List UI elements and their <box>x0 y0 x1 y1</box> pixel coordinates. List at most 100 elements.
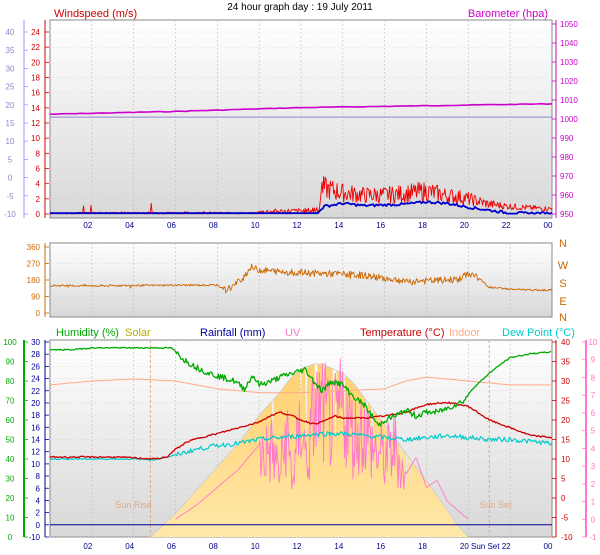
baro-line <box>50 102 553 115</box>
average-wind-line <box>50 200 553 215</box>
panel-1-x-tick: 22 <box>502 221 511 230</box>
panel-3-rain-tick: 18 <box>31 411 40 420</box>
panel-3-uv-tick: 10 <box>589 338 598 347</box>
panel-3-x-tick: 12 <box>293 542 302 551</box>
panel-3-temp-tick: 5 <box>561 475 566 484</box>
panel-1-outer-tick: 5 <box>8 155 13 164</box>
panel-3-x-tick: Sun Set <box>471 542 500 551</box>
panel-3-humidity-tick: 10 <box>6 514 15 523</box>
panel-3-rain-tick: 12 <box>31 448 40 457</box>
panel-1-x-tick: 16 <box>376 221 385 230</box>
panel-3-rain-tick: 2 <box>36 509 41 518</box>
panel-1-x-tick: 04 <box>125 221 134 230</box>
panel-3-rain-tick: 30 <box>31 338 40 347</box>
panel-3-rain-tick: 10 <box>31 460 40 469</box>
panel-1-wind-tick: 4 <box>36 180 41 189</box>
panel-3-humidity-tick: 70 <box>6 397 15 406</box>
panel-1-wind-tick: 8 <box>36 149 41 158</box>
panel-3-legend-item: Humidity (%) <box>56 327 119 339</box>
panel-1-outer-tick: 40 <box>6 28 15 37</box>
panel-3-rain-tick: -10 <box>28 533 40 542</box>
panel-1-baro-tick: 1040 <box>560 39 578 48</box>
indoor-line <box>49 376 552 394</box>
panel-2-dir-tick: 270 <box>27 260 41 269</box>
panel-3-legend-item: Solar <box>125 327 151 339</box>
humidity-line <box>49 346 552 427</box>
panel-1-outer-tick: 30 <box>6 64 15 73</box>
panel-3-rain-tick: 24 <box>31 375 40 384</box>
panel-3-temp-tick: -10 <box>561 533 573 542</box>
panel-3-uv-tick: 4 <box>591 444 596 453</box>
panel-3-x-tick: 02 <box>83 542 92 551</box>
panel-3-humidity-tick: 40 <box>6 455 15 464</box>
sunset-label: Sun Set <box>480 500 513 510</box>
panel-1-x-tick: 06 <box>167 221 176 230</box>
panel-1-wind-tick: 6 <box>36 165 41 174</box>
sunrise-label: Sun Rise <box>115 500 152 510</box>
panel-1-wind-tick: 12 <box>31 119 40 128</box>
panel-2-dir-tick: 360 <box>27 243 41 252</box>
panel-1-outer-tick: 25 <box>6 83 15 92</box>
panel-1-x-tick: 20 <box>460 221 469 230</box>
panel-3-humidity-tick: 100 <box>3 338 17 347</box>
panel-3-rain-tick: 22 <box>31 387 40 396</box>
panel-1-outer-tick: 15 <box>6 119 15 128</box>
panel-1-x-tick: 12 <box>293 221 302 230</box>
panel-3-legend-item: UV <box>285 327 301 339</box>
panel-3-humidity-tick: 50 <box>6 436 15 445</box>
panel-3-humidity-tick: 20 <box>6 494 15 503</box>
panel-3-x-tick: 06 <box>167 542 176 551</box>
panel-1-outer-tick: 35 <box>6 46 15 55</box>
panel-3-temp-tick: 15 <box>561 436 570 445</box>
panel-1-baro-tick: 990 <box>560 134 574 143</box>
panel-1-wind-tick: 10 <box>31 134 40 143</box>
panel-1-baro-tick: 970 <box>560 172 574 181</box>
temperature-line <box>49 401 552 460</box>
panel-1-wind-tick: 16 <box>31 89 40 98</box>
panel-3-x-tick: 14 <box>334 542 343 551</box>
panel-3-temp-tick: 0 <box>561 494 566 503</box>
panel-2-compass-label: N <box>559 238 567 250</box>
panel-3-x-tick: 08 <box>209 542 218 551</box>
panel-3-x-tick: 20 <box>460 542 469 551</box>
panel-1-wind-tick: 18 <box>31 74 40 83</box>
panel-3-rain-tick: 26 <box>31 362 40 371</box>
panel-1-baro-tick: 1000 <box>560 115 578 124</box>
panel-1-wind-tick: 2 <box>36 195 41 204</box>
panel-3-uv-tick: 3 <box>591 462 596 471</box>
panel-1-x-tick: 14 <box>334 221 343 230</box>
panel-2-dir-tick: 90 <box>31 293 40 302</box>
panel-1-baro-tick: 960 <box>560 191 574 200</box>
panel-3-humidity-tick: 90 <box>6 358 15 367</box>
page-title: 24 hour graph day : 19 July 2011 <box>227 2 373 13</box>
panel-1-outer-tick: 20 <box>6 101 15 110</box>
panel-1-outer-tick: 10 <box>6 137 15 146</box>
dewpoint-line <box>49 431 553 461</box>
panel-2-compass-label: N <box>559 312 567 324</box>
panel-2-compass-label: S <box>559 278 566 290</box>
panel-1-x-tick: 08 <box>209 221 218 230</box>
panel-3-temp-tick: 20 <box>561 416 570 425</box>
panel-3-rain-tick: 14 <box>31 436 40 445</box>
panel-1-title: Windspeed (m/s) <box>54 8 137 20</box>
panel-2-compass-label: W <box>558 260 569 272</box>
panel-1-baro-tick: 950 <box>560 210 574 219</box>
wind-direction-line <box>49 263 553 294</box>
panel-3-x-tick: 16 <box>376 542 385 551</box>
panel-3-x-tick: 04 <box>125 542 134 551</box>
panel-3-temp-tick: 25 <box>561 397 570 406</box>
panel-3-rain-tick: 4 <box>36 496 41 505</box>
panel-1-wind-tick: 24 <box>31 28 40 37</box>
panel-2-dir-tick: 0 <box>36 309 41 318</box>
panel-3-rain-tick: 16 <box>31 423 40 432</box>
panel-1-x-tick: 18 <box>418 221 427 230</box>
panel-3-x-tick: 18 <box>418 542 427 551</box>
panel-3-uv-tick: 1 <box>591 498 596 507</box>
panel-3-humidity-tick: 30 <box>6 475 15 484</box>
panel-3-humidity-tick: 80 <box>6 377 15 386</box>
panel-1-outer-tick: -10 <box>4 210 16 219</box>
panel-3-rain-tick: 8 <box>36 472 41 481</box>
panel-3-temp-tick: 30 <box>561 377 570 386</box>
